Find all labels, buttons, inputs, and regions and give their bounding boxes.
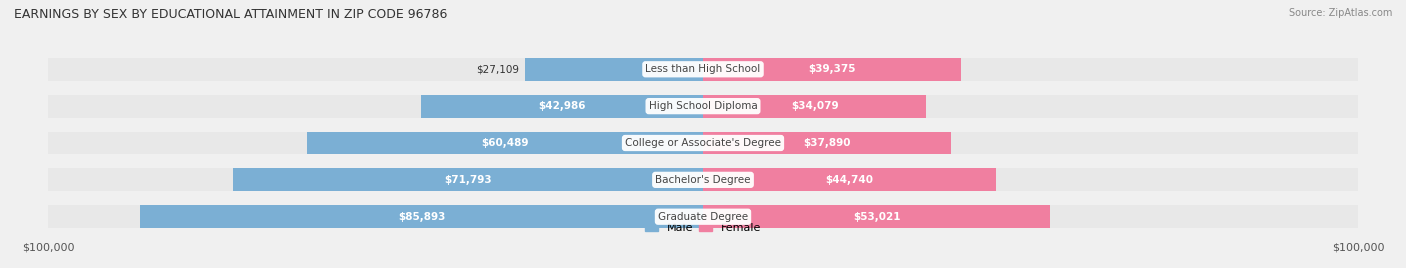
- Text: $85,893: $85,893: [398, 212, 446, 222]
- Bar: [703, 132, 952, 154]
- Bar: [48, 132, 703, 154]
- Text: Graduate Degree: Graduate Degree: [658, 212, 748, 222]
- Bar: [703, 132, 1358, 154]
- Bar: [48, 205, 703, 228]
- Bar: [526, 58, 703, 81]
- Text: $53,021: $53,021: [853, 212, 900, 222]
- Bar: [48, 168, 703, 191]
- Bar: [703, 58, 1358, 81]
- Bar: [703, 168, 1358, 191]
- Bar: [141, 205, 703, 228]
- Legend: Male, Female: Male, Female: [640, 218, 766, 237]
- Bar: [703, 205, 1358, 228]
- Bar: [48, 95, 703, 118]
- Text: EARNINGS BY SEX BY EDUCATIONAL ATTAINMENT IN ZIP CODE 96786: EARNINGS BY SEX BY EDUCATIONAL ATTAINMEN…: [14, 8, 447, 21]
- Text: Bachelor's Degree: Bachelor's Degree: [655, 175, 751, 185]
- Bar: [703, 205, 1050, 228]
- Text: $71,793: $71,793: [444, 175, 492, 185]
- Text: Less than High School: Less than High School: [645, 64, 761, 74]
- Text: $44,740: $44,740: [825, 175, 873, 185]
- Bar: [703, 58, 960, 81]
- Text: $39,375: $39,375: [808, 64, 856, 74]
- Bar: [48, 58, 703, 81]
- Text: $60,489: $60,489: [481, 138, 529, 148]
- Bar: [703, 95, 1358, 118]
- Bar: [703, 168, 995, 191]
- Text: $34,079: $34,079: [790, 101, 838, 111]
- Bar: [703, 95, 927, 118]
- Bar: [422, 95, 703, 118]
- Bar: [307, 132, 703, 154]
- Text: High School Diploma: High School Diploma: [648, 101, 758, 111]
- Text: $27,109: $27,109: [475, 64, 519, 74]
- Text: $42,986: $42,986: [538, 101, 586, 111]
- Text: Source: ZipAtlas.com: Source: ZipAtlas.com: [1288, 8, 1392, 18]
- Text: College or Associate's Degree: College or Associate's Degree: [626, 138, 780, 148]
- Text: $37,890: $37,890: [803, 138, 851, 148]
- Bar: [233, 168, 703, 191]
